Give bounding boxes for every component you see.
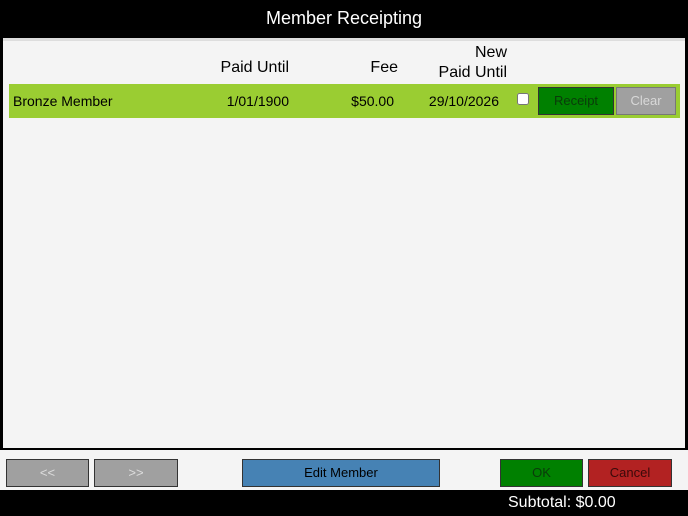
next-button[interactable]: >> <box>94 459 178 487</box>
fee: $50.00 <box>351 93 394 109</box>
member-type: Bronze Member <box>13 93 113 109</box>
column-header: Fee <box>370 59 398 76</box>
column-header: New Paid Until <box>438 44 507 81</box>
cancel-button[interactable]: Cancel <box>588 459 672 487</box>
select-checkbox[interactable] <box>517 93 529 105</box>
prev-button[interactable]: << <box>6 459 89 487</box>
column-header: Paid Until <box>220 59 289 76</box>
subtotal: Subtotal: $0.00 <box>508 494 616 511</box>
edit-member-button[interactable]: Edit Member <box>242 459 440 487</box>
clear-button[interactable]: Clear <box>616 87 676 115</box>
receipt-button[interactable]: Receipt <box>538 87 614 115</box>
new-paid-until: 29/10/2026 <box>428 93 499 109</box>
window-title: Member Receipting <box>265 8 423 28</box>
ok-button[interactable]: OK <box>500 459 583 487</box>
paid-until: 1/01/1900 <box>226 93 289 109</box>
